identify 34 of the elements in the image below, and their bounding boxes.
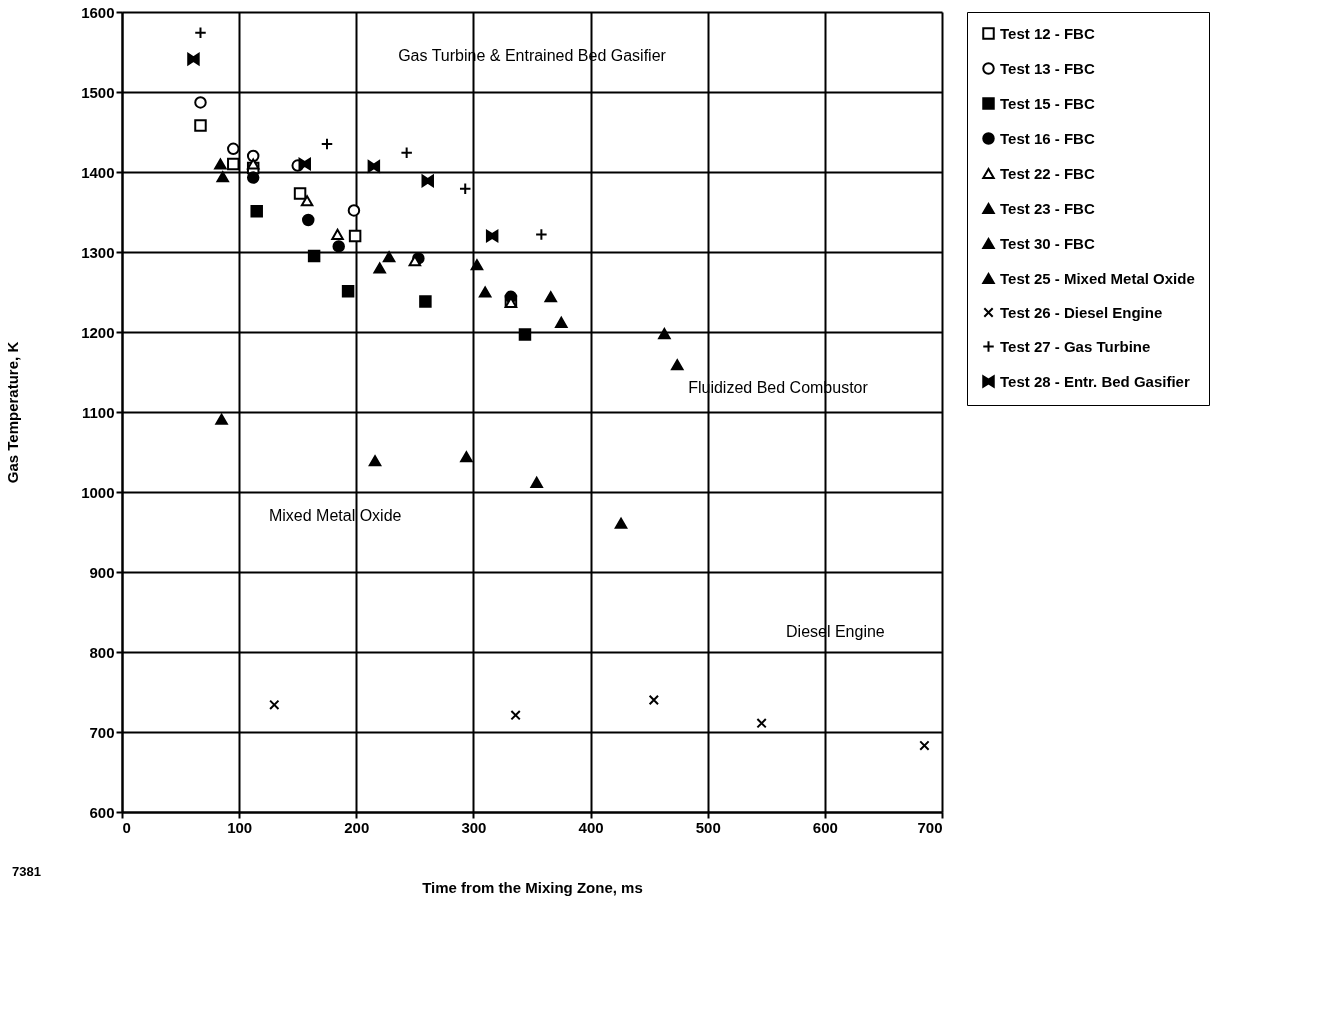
x-tick-label: 100: [227, 818, 253, 836]
legend-label: Test 28 - Entr. Bed Gasifier: [1000, 372, 1190, 390]
legend-label: Test 23 - FBC: [1000, 199, 1095, 217]
x-tick-label: 0: [122, 818, 131, 836]
y-tick-label: 700: [89, 723, 115, 741]
legend-label: Test 30 - FBC: [1000, 234, 1095, 252]
y-axis-title: Gas Temperature, K: [4, 341, 22, 484]
x-tick-label: 600: [812, 818, 838, 836]
x-tick-label: 500: [695, 818, 721, 836]
x-tick-label: 300: [461, 818, 487, 836]
x-axis-title: Time from the Mixing Zone, ms: [422, 878, 643, 896]
y-tick-label: 1600: [81, 3, 115, 21]
legend-label: Test 25 - Mixed Metal Oxide: [1000, 269, 1195, 287]
y-tick-label: 1400: [81, 163, 115, 181]
legend-label: Test 15 - FBC: [1000, 94, 1095, 112]
x-tick-label: 400: [578, 818, 604, 836]
y-tick-label: 1000: [81, 483, 115, 501]
y-tick-label: 900: [89, 563, 115, 581]
text: 7381: [12, 864, 41, 879]
y-tick-label: 1200: [81, 323, 115, 341]
legend-label: Test 27 - Gas Turbine: [1000, 337, 1151, 355]
x-tick-label: 700: [917, 818, 943, 836]
y-tick-label: 800: [89, 643, 115, 661]
legend-label: Test 12 - FBC: [1000, 24, 1095, 42]
legend-label: Test 26 - Diesel Engine: [1000, 303, 1163, 321]
legend-label: Test 13 - FBC: [1000, 59, 1095, 77]
y-tick-label: 1300: [81, 243, 115, 261]
legend-label: Test 16 - FBC: [1000, 129, 1095, 147]
y-tick-label: 1100: [81, 403, 115, 421]
annotation: Mixed Metal Oxide: [268, 507, 402, 524]
y-tick-label: 600: [89, 803, 115, 821]
legend-label: Test 22 - FBC: [1000, 164, 1095, 182]
x-tick-label: 200: [344, 818, 370, 836]
y-tick-label: 1500: [81, 83, 115, 101]
